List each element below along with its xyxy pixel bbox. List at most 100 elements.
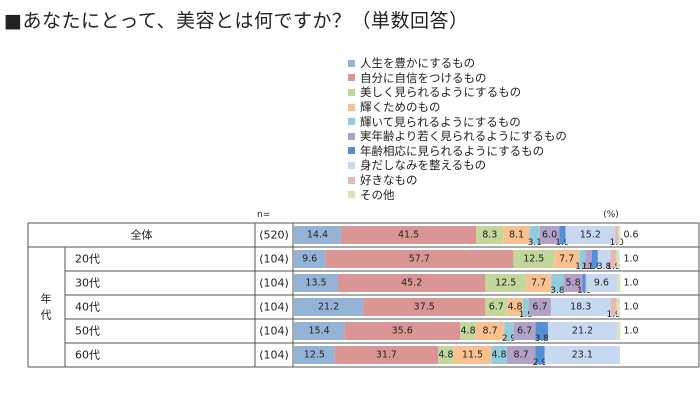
data-label: 1.9 bbox=[555, 238, 570, 248]
data-label: 8.7 bbox=[514, 350, 529, 361]
data-label: 3.8 bbox=[597, 262, 612, 272]
group-label-char: 代 bbox=[41, 309, 52, 322]
legend-item: 好きなもの bbox=[348, 173, 567, 188]
data-label: 21.2 bbox=[572, 326, 593, 337]
n-header: n= bbox=[257, 210, 270, 220]
bar-segment bbox=[475, 322, 505, 340]
bar-segment bbox=[616, 298, 620, 316]
legend-swatch bbox=[348, 103, 355, 111]
bar-segment bbox=[294, 298, 364, 316]
data-label: 23.1 bbox=[572, 350, 593, 361]
row-label: 40代 bbox=[75, 301, 100, 314]
bar-segment bbox=[617, 274, 621, 292]
data-label: 11.5 bbox=[462, 350, 483, 361]
data-label: 3.8 bbox=[535, 334, 550, 344]
unit-label: (%) bbox=[603, 210, 619, 220]
bar-segment bbox=[617, 322, 621, 340]
bar-segment bbox=[565, 226, 616, 244]
legend-label: 自分に自信をつけるもの bbox=[360, 70, 487, 85]
data-label: 8.7 bbox=[483, 326, 498, 337]
bar-segment bbox=[453, 346, 492, 364]
legend-label: 輝いて見られるようにするもの bbox=[360, 114, 521, 129]
bar-segment bbox=[340, 226, 477, 244]
bar-segment bbox=[591, 250, 598, 268]
legend: 人生を豊かにするもの 自分に自信をつけるもの 美しく見られるようにするもの 輝くための… bbox=[348, 56, 567, 202]
bar-segment bbox=[325, 250, 514, 268]
legend-label: 身だしなみを整えるもの bbox=[360, 158, 487, 173]
bar-segment bbox=[338, 274, 486, 292]
data-label: 12.5 bbox=[523, 254, 544, 265]
data-label: 1.0 bbox=[577, 286, 592, 296]
bar-segment bbox=[294, 346, 335, 364]
data-label: 7.7 bbox=[531, 278, 546, 289]
bar-segment bbox=[544, 346, 620, 364]
bar-segment bbox=[476, 226, 504, 244]
data-label: 6.7 bbox=[517, 326, 532, 337]
legend-swatch bbox=[348, 88, 355, 96]
bar-segment bbox=[597, 250, 611, 268]
data-label: 31.7 bbox=[376, 350, 397, 361]
data-label: 21.2 bbox=[318, 302, 339, 313]
data-label: 1.0 bbox=[623, 254, 638, 265]
legend-swatch bbox=[348, 191, 355, 199]
bar-segment bbox=[460, 322, 476, 340]
legend-swatch bbox=[348, 118, 355, 126]
bar-segment bbox=[529, 298, 551, 316]
bar-segment bbox=[585, 250, 592, 268]
chart-title: ■あなたにとって、美容とは何ですか？（単数回答） bbox=[4, 10, 469, 32]
data-label: 6.7 bbox=[532, 302, 547, 313]
data-label: 3.1 bbox=[528, 238, 542, 248]
legend-label: 好きなもの bbox=[360, 173, 418, 188]
bar-segment bbox=[485, 274, 527, 292]
bar-segment bbox=[294, 274, 339, 292]
bar-segment bbox=[551, 274, 564, 292]
data-label: 4.8 bbox=[461, 326, 476, 337]
bar-segment bbox=[618, 226, 621, 244]
bar-segment bbox=[513, 250, 555, 268]
legend-item: その他 bbox=[348, 187, 567, 202]
data-label: 3.8 bbox=[550, 286, 565, 296]
bar-segment bbox=[535, 346, 545, 364]
legend-swatch bbox=[348, 176, 355, 184]
data-label: 1.9 bbox=[606, 310, 621, 320]
bar-segment bbox=[550, 298, 611, 316]
data-label: 6.0 bbox=[542, 230, 557, 241]
bar-segment bbox=[529, 226, 540, 244]
data-label: 12.5 bbox=[304, 350, 325, 361]
legend-item: 年齢相応に見られるようにするもの bbox=[348, 144, 567, 159]
legend-label: 実年齢より若く見られるようにするもの bbox=[360, 129, 567, 144]
data-label: 1.0 bbox=[623, 302, 638, 313]
n-count: (104) bbox=[259, 325, 289, 338]
data-label: 9.6 bbox=[594, 278, 609, 289]
bar-segment bbox=[539, 226, 560, 244]
bar-segment bbox=[610, 250, 617, 268]
bar-segment bbox=[615, 226, 619, 244]
legend-swatch bbox=[348, 132, 355, 140]
data-label: 4.8 bbox=[438, 350, 453, 361]
data-label: 14.4 bbox=[307, 230, 328, 241]
bar-segment bbox=[579, 250, 586, 268]
bar-segment bbox=[535, 322, 548, 340]
bar-segment bbox=[554, 250, 580, 268]
n-count: (104) bbox=[259, 301, 289, 314]
legend-label: 輝くためのもの bbox=[360, 100, 441, 115]
bar-segment bbox=[294, 322, 345, 340]
data-label: 2.9 bbox=[502, 334, 517, 344]
bar-segment bbox=[294, 250, 326, 268]
data-label: 35.6 bbox=[392, 326, 413, 337]
data-label: 1.9 bbox=[588, 262, 603, 272]
data-label: 15.2 bbox=[580, 230, 601, 241]
data-label: 57.7 bbox=[409, 254, 430, 265]
bar-segment bbox=[513, 322, 536, 340]
group-label-char: 年 bbox=[41, 292, 52, 306]
data-label: 1.0 bbox=[610, 238, 625, 248]
data-label: 1.0 bbox=[623, 326, 638, 337]
data-label: 8.3 bbox=[482, 230, 497, 241]
data-label: 18.3 bbox=[570, 302, 591, 313]
bar-segment bbox=[616, 250, 620, 268]
data-label: 9.6 bbox=[302, 254, 317, 265]
bar-segment bbox=[503, 226, 530, 244]
bar-segment bbox=[294, 226, 341, 244]
legend-swatch bbox=[348, 59, 355, 67]
